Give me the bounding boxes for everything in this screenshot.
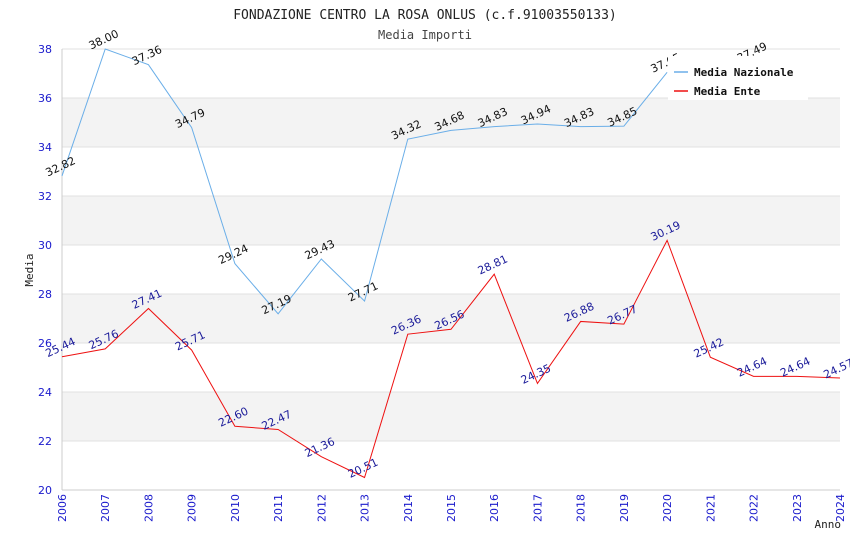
x-tick-label: 2013 xyxy=(359,494,372,522)
data-label: 24.35 xyxy=(519,362,553,387)
y-axis-label: Media xyxy=(23,253,36,286)
band xyxy=(62,98,840,147)
background-bands xyxy=(62,98,840,441)
band xyxy=(62,196,840,245)
y-tick-label: 28 xyxy=(38,288,52,301)
x-tick-label: 2015 xyxy=(445,494,458,522)
legend: Media Nazionale Media Ente xyxy=(668,56,808,100)
x-tick-label: 2006 xyxy=(56,494,69,522)
x-tick-label: 2024 xyxy=(834,494,847,522)
band xyxy=(62,392,840,441)
chart-subtitle: Media Importi xyxy=(378,28,472,42)
data-label: 28.81 xyxy=(476,252,510,277)
x-tick-label: 2011 xyxy=(272,494,285,522)
y-tick-label: 22 xyxy=(38,435,52,448)
legend-label: Media Nazionale xyxy=(694,66,794,79)
y-tick-label: 30 xyxy=(38,239,52,252)
y-tick-label: 24 xyxy=(38,386,52,399)
legend-box xyxy=(668,56,808,100)
data-label: 29.24 xyxy=(216,242,250,267)
x-tick-label: 2019 xyxy=(618,494,631,522)
data-label: 32.82 xyxy=(43,154,77,179)
x-tick-label: 2023 xyxy=(791,494,804,522)
x-axis-label: Anno xyxy=(815,518,842,531)
y-tick-label: 36 xyxy=(38,92,52,105)
y-tick-label: 26 xyxy=(38,337,52,350)
series-line-media-ente xyxy=(61,239,841,479)
chart-title: FONDAZIONE CENTRO LA ROSA ONLUS (c.f.910… xyxy=(233,8,617,23)
x-tick-label: 2012 xyxy=(315,494,328,522)
x-tick-label: 2017 xyxy=(531,494,544,522)
x-tick-label: 2007 xyxy=(99,494,112,522)
x-tick-label: 2014 xyxy=(402,494,415,522)
series-lines xyxy=(61,48,841,479)
x-tick-label: 2020 xyxy=(661,494,674,522)
legend-label: Media Ente xyxy=(694,85,761,98)
x-tick-label: 2010 xyxy=(229,494,242,522)
y-tick-label: 38 xyxy=(38,43,52,56)
y-tick-label: 34 xyxy=(38,141,52,154)
axes xyxy=(61,49,840,491)
x-tick-label: 2008 xyxy=(142,494,155,522)
y-tick-label: 32 xyxy=(38,190,52,203)
x-tick-label: 2009 xyxy=(186,494,199,522)
x-tick-label: 2016 xyxy=(488,494,501,522)
x-tick-label: 2021 xyxy=(704,494,717,522)
x-tick-label: 2018 xyxy=(575,494,588,522)
gridlines xyxy=(62,48,840,491)
series-line-media-nazionale xyxy=(61,48,668,315)
band xyxy=(62,294,840,343)
y-tick-label: 20 xyxy=(38,484,52,497)
x-tick-label: 2022 xyxy=(748,494,761,522)
